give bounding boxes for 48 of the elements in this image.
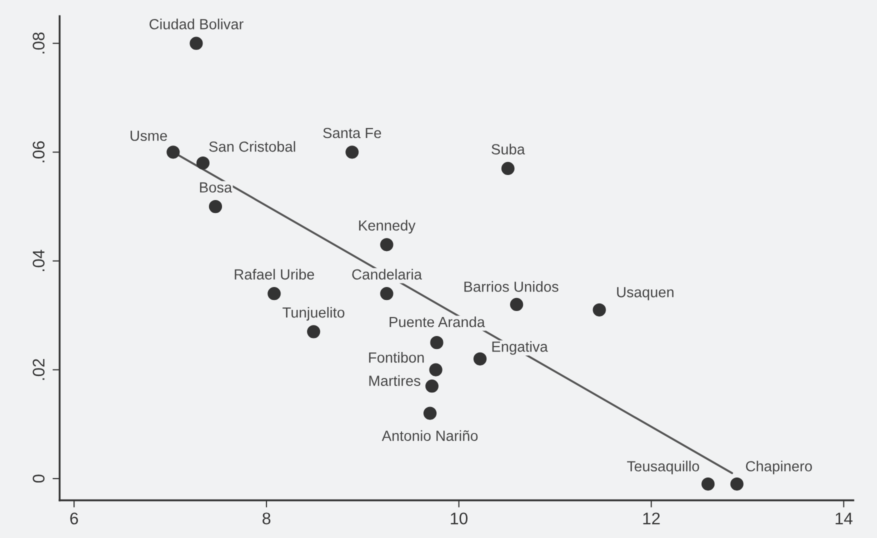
x-tick-label: 12 bbox=[643, 512, 660, 524]
annotation: Usme bbox=[130, 130, 167, 141]
y-tick-label: .08 bbox=[32, 32, 45, 54]
point bbox=[190, 36, 203, 50]
annotation: Teusaquillo bbox=[627, 460, 700, 474]
point bbox=[307, 325, 320, 338]
point bbox=[423, 406, 437, 420]
annotation: Tunjuelito bbox=[282, 306, 344, 321]
point bbox=[510, 298, 524, 312]
annotation: Martires bbox=[369, 375, 420, 386]
point bbox=[380, 287, 394, 300]
y-tick-label: .06 bbox=[32, 141, 45, 162]
point bbox=[166, 146, 180, 159]
annotation: Usaquen bbox=[617, 287, 674, 300]
point bbox=[208, 200, 222, 214]
annotation: Bosa bbox=[200, 182, 232, 193]
y-tick-label: 0 bbox=[32, 474, 45, 483]
x-tick-label: 10 bbox=[450, 512, 468, 524]
point bbox=[473, 352, 487, 366]
point bbox=[380, 238, 394, 252]
annotation: Fontibon bbox=[369, 352, 424, 363]
annotation: Antonio Nariño bbox=[382, 430, 478, 441]
annotation: Chapinero bbox=[746, 460, 812, 474]
annotation: Barrios Unidos bbox=[464, 281, 558, 292]
annotation: San Cristobal bbox=[209, 141, 296, 152]
point bbox=[701, 477, 715, 491]
point bbox=[429, 363, 442, 376]
point bbox=[425, 380, 439, 393]
x-tick-label: 14 bbox=[836, 512, 852, 524]
x-tick-label: 6 bbox=[70, 512, 78, 524]
point bbox=[346, 146, 359, 159]
point bbox=[196, 156, 210, 170]
y-tick-label: .02 bbox=[32, 359, 45, 380]
point bbox=[501, 162, 515, 176]
annotation: Rafael Uribe bbox=[234, 268, 314, 280]
annotation: Puente Aranda bbox=[390, 316, 486, 328]
annotation: Santa Fe bbox=[323, 128, 382, 138]
point bbox=[592, 303, 606, 316]
annotation: Kennedy bbox=[359, 220, 416, 234]
annotation: Engativa bbox=[492, 341, 548, 355]
annotation: Candelaria bbox=[352, 268, 422, 280]
x-tick-label: 8 bbox=[262, 512, 270, 524]
y-tick-label: .04 bbox=[32, 250, 45, 272]
annotation: Suba bbox=[492, 144, 525, 154]
annotation: Ciudad Bolivar bbox=[150, 18, 244, 30]
point bbox=[268, 287, 281, 300]
point bbox=[730, 477, 744, 491]
point bbox=[430, 336, 444, 350]
